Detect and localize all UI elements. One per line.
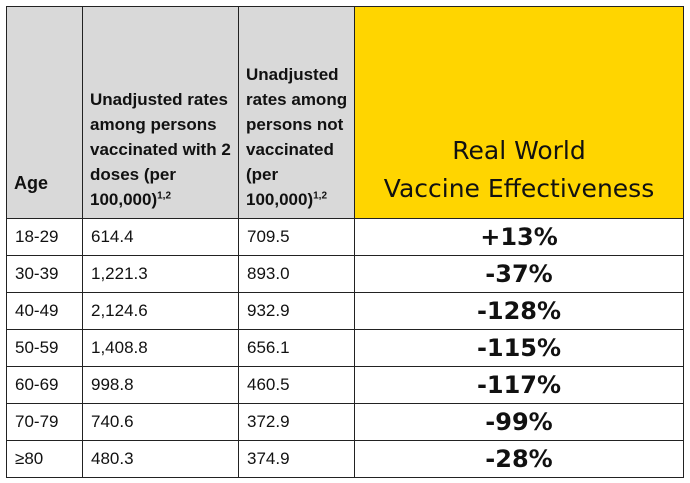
table-row: 60-69 998.8 460.5 -117% bbox=[6, 366, 684, 404]
effectiveness-cell: -37% bbox=[354, 255, 684, 293]
header-row: Age Unadjusted rates among persons vacci… bbox=[6, 6, 684, 219]
table-row: 18-29 614.4 709.5 +13% bbox=[6, 218, 684, 256]
unvaccinated-footnote-ref: 1,2 bbox=[313, 190, 328, 202]
effectiveness-cell: -28% bbox=[354, 440, 684, 478]
vaccine-effectiveness-table: Age Unadjusted rates among persons vacci… bbox=[6, 6, 684, 478]
unvaccinated-rate-cell: 372.9 bbox=[238, 403, 355, 441]
unvaccinated-rate-cell: 374.9 bbox=[238, 440, 355, 478]
vaccinated-rate-cell: 614.4 bbox=[82, 218, 239, 256]
effectiveness-header-line1: Real World bbox=[452, 136, 586, 165]
effectiveness-cell: -117% bbox=[354, 366, 684, 404]
effectiveness-cell: -128% bbox=[354, 292, 684, 330]
vaccinated-rate-header-label: Unadjusted rates among persons vaccinate… bbox=[90, 90, 231, 209]
age-header: Age bbox=[6, 6, 83, 219]
vaccinated-rate-cell: 1,221.3 bbox=[82, 255, 239, 293]
age-header-label: Age bbox=[14, 173, 49, 193]
vaccinated-rate-cell: 1,408.8 bbox=[82, 329, 239, 367]
effectiveness-cell: -115% bbox=[354, 329, 684, 367]
age-cell: 18-29 bbox=[6, 218, 83, 256]
effectiveness-header-line2: Vaccine Effectiveness bbox=[383, 174, 655, 203]
age-cell: 60-69 bbox=[6, 366, 83, 404]
effectiveness-cell: +13% bbox=[354, 218, 684, 256]
age-cell: 40-49 bbox=[6, 292, 83, 330]
age-cell: 30-39 bbox=[6, 255, 83, 293]
unvaccinated-rate-cell: 709.5 bbox=[238, 218, 355, 256]
effectiveness-cell: -99% bbox=[354, 403, 684, 441]
table-row: ≥80 480.3 374.9 -28% bbox=[6, 440, 684, 478]
age-cell: 50-59 bbox=[6, 329, 83, 367]
vaccinated-rate-cell: 480.3 bbox=[82, 440, 239, 478]
effectiveness-header: Real World Vaccine Effectiveness bbox=[354, 6, 684, 219]
vaccinated-rate-cell: 2,124.6 bbox=[82, 292, 239, 330]
unvaccinated-rate-header-label: Unadjusted rates among persons not vacci… bbox=[246, 65, 348, 209]
age-cell: ≥80 bbox=[6, 440, 83, 478]
vaccinated-rate-cell: 998.8 bbox=[82, 366, 239, 404]
vaccinated-rate-cell: 740.6 bbox=[82, 403, 239, 441]
table-row: 70-79 740.6 372.9 -99% bbox=[6, 403, 684, 441]
unvaccinated-rate-cell: 932.9 bbox=[238, 292, 355, 330]
unvaccinated-rate-cell: 460.5 bbox=[238, 366, 355, 404]
vaccinated-footnote-ref: 1,2 bbox=[157, 190, 172, 202]
vaccinated-rate-header: Unadjusted rates among persons vaccinate… bbox=[82, 6, 239, 219]
unvaccinated-rate-cell: 656.1 bbox=[238, 329, 355, 367]
age-cell: 70-79 bbox=[6, 403, 83, 441]
unvaccinated-rate-header: Unadjusted rates among persons not vacci… bbox=[238, 6, 355, 219]
table-row: 30-39 1,221.3 893.0 -37% bbox=[6, 255, 684, 293]
table-row: 50-59 1,408.8 656.1 -115% bbox=[6, 329, 684, 367]
unvaccinated-rate-cell: 893.0 bbox=[238, 255, 355, 293]
table-row: 40-49 2,124.6 932.9 -128% bbox=[6, 292, 684, 330]
